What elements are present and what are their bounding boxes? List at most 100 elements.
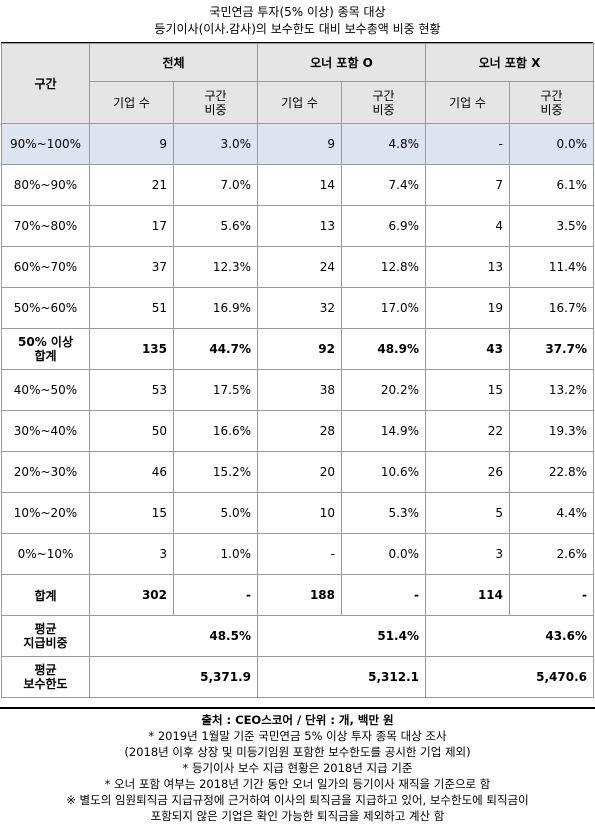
header-share: 구간 비중 bbox=[341, 81, 426, 124]
cell-value: 135 bbox=[89, 328, 174, 370]
cell-value: 17 bbox=[89, 205, 174, 247]
cell-value: 7.0% bbox=[173, 164, 258, 206]
cell-value: 10 bbox=[257, 492, 342, 534]
header-count: 기업 수 bbox=[257, 81, 342, 124]
table-row: 90%~100% 9 3.0% 9 4.8% - 0.0% bbox=[1, 123, 594, 165]
cell-value: - bbox=[257, 533, 342, 575]
cell-value: 302 bbox=[89, 574, 174, 616]
header-row-sub: 기업 수 구간 비중 기업 수 구간 비중 기업 수 구간 비중 bbox=[2, 81, 594, 124]
header-group-all: 전체 bbox=[89, 43, 258, 82]
cell-value: 14 bbox=[257, 164, 342, 206]
footnote: * 2019년 1월말 기준 국민연금 5% 이상 투자 종목 대상 조사 bbox=[148, 729, 447, 743]
cell-value: 3 bbox=[89, 533, 174, 575]
row-label: 합계 bbox=[1, 574, 90, 616]
cell-value: 15 bbox=[89, 492, 174, 534]
cell-value: 188 bbox=[257, 574, 342, 616]
footnote: 포함되지 않은 기업은 확인 가능한 퇴직금을 제외하고 계산 함 bbox=[150, 809, 445, 823]
row-label: 60%~70% bbox=[1, 246, 90, 288]
header-share: 구간 비중 bbox=[509, 81, 594, 124]
cell-value: 5.6% bbox=[173, 205, 258, 247]
cell-value: 12.8% bbox=[341, 246, 426, 288]
cell-value: 5.0% bbox=[173, 492, 258, 534]
average-limit-row: 평균 보수한도 5,371.9 5,312.1 5,470.6 bbox=[1, 656, 594, 698]
cell-value: 5,371.9 bbox=[89, 656, 258, 698]
table-row: 50%~60% 51 16.9% 32 17.0% 19 16.7% bbox=[1, 287, 594, 329]
cell-value: 51.4% bbox=[257, 615, 426, 657]
source-note: 출처 : CEO스코어 / 단위 : 개, 백만 원 bbox=[201, 713, 394, 727]
cell-value: 5,312.1 bbox=[257, 656, 426, 698]
row-label: 20%~30% bbox=[1, 451, 90, 493]
cell-value: 6.1% bbox=[509, 164, 594, 206]
cell-value: 20 bbox=[257, 451, 342, 493]
cell-value: 16.7% bbox=[509, 287, 594, 329]
total-row: 합계 302 - 188 - 114 - bbox=[1, 574, 594, 616]
header-group-owner-yes: 오너 포함 O bbox=[257, 43, 426, 82]
cell-value: 17.0% bbox=[341, 287, 426, 329]
cell-value: 51 bbox=[89, 287, 174, 329]
header-range: 구간 bbox=[1, 43, 90, 124]
cell-value: 13 bbox=[257, 205, 342, 247]
header-group-owner-no: 오너 포함 X bbox=[425, 43, 594, 82]
cell-value: 17.5% bbox=[173, 369, 258, 411]
cell-value: 22.8% bbox=[509, 451, 594, 493]
row-label: 평균 보수한도 bbox=[1, 656, 90, 698]
row-label: 50%~60% bbox=[1, 287, 90, 329]
footnote: * 등기이사 보수 지급 현황은 2018년 지급 기준 bbox=[182, 761, 413, 775]
compensation-table: 구간 전체 오너 포함 O 오너 포함 X 기업 수 구간 비중 기업 수 구간 비… bbox=[1, 43, 594, 698]
header-count: 기업 수 bbox=[425, 81, 510, 124]
cell-value: 21 bbox=[89, 164, 174, 206]
cell-value: 48.5% bbox=[89, 615, 258, 657]
cell-value: 2.6% bbox=[509, 533, 594, 575]
cell-value: 15 bbox=[425, 369, 510, 411]
cell-value: 13 bbox=[425, 246, 510, 288]
row-label: 50% 이상 합계 bbox=[1, 328, 90, 370]
cell-value: 7.4% bbox=[341, 164, 426, 206]
cell-value: 43 bbox=[425, 328, 510, 370]
row-label: 30%~40% bbox=[1, 410, 90, 452]
title-line-1: 국민연금 투자(5% 이상) 종목 대상 bbox=[209, 5, 386, 19]
cell-value: 22 bbox=[425, 410, 510, 452]
cell-value: 48.9% bbox=[341, 328, 426, 370]
title-line-2: 등기이사(이사.감사)의 보수한도 대비 보수총액 비중 현황 bbox=[154, 22, 441, 36]
cell-value: - bbox=[509, 574, 594, 616]
cell-value: 4 bbox=[425, 205, 510, 247]
cell-value: 19 bbox=[425, 287, 510, 329]
footnote: ※ 별도의 임원퇴직금 지급규정에 근거하여 이사의 퇴직금을 지급하고 있어,… bbox=[66, 793, 529, 807]
table-title: 국민연금 투자(5% 이상) 종목 대상 등기이사(이사.감사)의 보수한도 대… bbox=[0, 0, 595, 43]
cell-value: 16.6% bbox=[173, 410, 258, 452]
cell-value: 1.0% bbox=[173, 533, 258, 575]
cell-value: 3.5% bbox=[509, 205, 594, 247]
cell-value: 53 bbox=[89, 369, 174, 411]
cell-value: 14.9% bbox=[341, 410, 426, 452]
cell-value: 46 bbox=[89, 451, 174, 493]
table-row: 30%~40% 50 16.6% 28 14.9% 22 19.3% bbox=[1, 410, 594, 452]
cell-value: 6.9% bbox=[341, 205, 426, 247]
cell-value: 32 bbox=[257, 287, 342, 329]
cell-value: 0.0% bbox=[509, 123, 594, 165]
cell-value: 3.0% bbox=[173, 123, 258, 165]
cell-value: 28 bbox=[257, 410, 342, 452]
cell-value: 24 bbox=[257, 246, 342, 288]
cell-value: 10.6% bbox=[341, 451, 426, 493]
cell-value: 37.7% bbox=[509, 328, 594, 370]
cell-value: 0.0% bbox=[341, 533, 426, 575]
cell-value: 44.7% bbox=[173, 328, 258, 370]
footnote: (2018년 이후 상장 및 미등기임원 포함한 보수한도를 공시한 기업 제외… bbox=[124, 745, 471, 759]
row-label: 10%~20% bbox=[1, 492, 90, 534]
cell-value: 43.6% bbox=[425, 615, 594, 657]
table-row: 20%~30% 46 15.2% 20 10.6% 26 22.8% bbox=[1, 451, 594, 493]
cell-value: 11.4% bbox=[509, 246, 594, 288]
row-label: 90%~100% bbox=[1, 123, 90, 165]
cell-value: 4.4% bbox=[509, 492, 594, 534]
cell-value: - bbox=[173, 574, 258, 616]
subtotal-row: 50% 이상 합계 135 44.7% 92 48.9% 43 37.7% bbox=[1, 328, 594, 370]
cell-value: 12.3% bbox=[173, 246, 258, 288]
cell-value: 19.3% bbox=[509, 410, 594, 452]
row-label: 80%~90% bbox=[1, 164, 90, 206]
cell-value: 4.8% bbox=[341, 123, 426, 165]
cell-value: 5.3% bbox=[341, 492, 426, 534]
table-row: 40%~50% 53 17.5% 38 20.2% 15 13.2% bbox=[1, 369, 594, 411]
cell-value: 92 bbox=[257, 328, 342, 370]
cell-value: 3 bbox=[425, 533, 510, 575]
cell-value: 16.9% bbox=[173, 287, 258, 329]
